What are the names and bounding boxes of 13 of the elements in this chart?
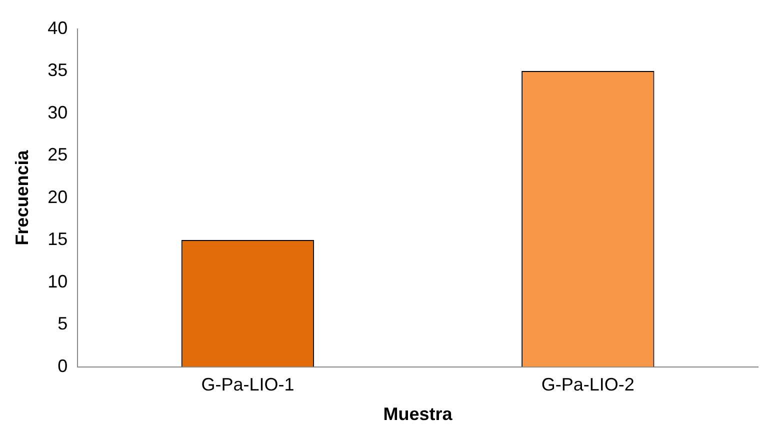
y-tick-label: 15: [48, 229, 68, 250]
y-tick-label: 35: [48, 60, 68, 80]
y-tick-label: 20: [48, 186, 68, 207]
y-tick-label: 40: [48, 18, 68, 38]
x-axis-title: Muestra: [383, 404, 454, 424]
y-tick-label: 25: [48, 144, 68, 165]
y-tick-label: 5: [58, 314, 68, 334]
x-tick-label: G-Pa-LIO-2: [541, 374, 634, 395]
y-tick-label: 30: [48, 102, 68, 122]
y-axis-title: Frecuencia: [12, 149, 32, 246]
x-tick-label: G-Pa-LIO-1: [201, 374, 294, 395]
y-tick-label: 10: [48, 271, 68, 292]
y-tick-label: 0: [58, 356, 68, 376]
